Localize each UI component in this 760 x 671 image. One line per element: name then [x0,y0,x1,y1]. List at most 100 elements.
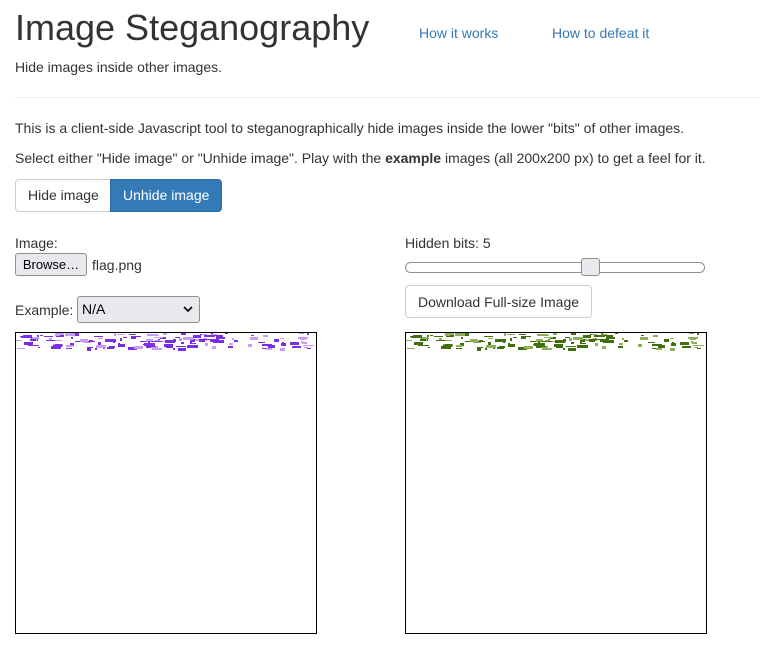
noise-pixel [46,340,55,341]
noise-pixel [513,337,517,338]
noise-pixel [555,340,565,343]
noise-pixel [303,345,314,346]
noise-pixel [66,348,72,349]
noise-pixel [594,335,605,337]
noise-pixel [193,335,201,338]
chevron-down-icon [183,297,193,330]
noise-pixel [536,346,542,348]
intro-text-after: images (all 200x200 px) to get a feel fo… [441,150,706,166]
noise-pixel [428,347,430,348]
noise-pixel [595,343,598,346]
noise-pixel [653,335,658,337]
nav-link-how-to-defeat-it[interactable]: How to defeat it [552,25,650,41]
noise-pixel [450,335,454,337]
noise-pixel [461,337,463,339]
noise-pixel [123,337,127,338]
noise-pixel [87,347,93,348]
noise-pixel [594,339,604,340]
noise-pixel [434,336,443,337]
unhide-image-button[interactable]: Unhide image [110,179,222,212]
noise-pixel [83,342,91,343]
noise-pixel [181,342,184,344]
noise-pixel [697,333,699,335]
noise-pixel [96,345,106,348]
noise-pixel [70,343,74,346]
noise-pixel [55,333,64,336]
noise-pixel [688,337,698,339]
noise-pixel [521,336,526,339]
noise-pixel [538,341,540,344]
noise-pixel [622,338,624,340]
nav-link-how-it-works[interactable]: How it works [419,25,499,41]
noise-pixel [152,348,162,350]
image-label: Image: [15,235,58,251]
noise-pixel [210,339,219,342]
noise-pixel [38,347,40,348]
noise-pixel [95,348,97,350]
noise-pixel [173,348,175,350]
noise-pixel [51,346,61,349]
noise-pixel [689,333,694,334]
noise-pixel [204,335,215,337]
noise-pixel [147,334,158,336]
noise-pixel [234,340,238,342]
noise-pixel [672,342,674,343]
noise-pixel [292,346,301,348]
noise-pixel [20,336,23,337]
noise-pixel [640,337,648,340]
noise-pixel [455,333,465,336]
noise-pixel [577,345,588,348]
hidden-bits-slider-thumb[interactable] [581,258,600,276]
download-full-size-image-button[interactable]: Download Full-size Image [405,285,592,318]
noise-pixel [94,336,103,337]
intro-instructions: Select either "Hide image" or "Unhide im… [15,149,706,167]
noise-pixel [488,338,493,339]
noise-pixel [543,335,549,336]
noise-pixel [583,335,591,338]
noise-pixel [71,337,73,339]
browse-button[interactable]: Browse… [15,253,87,276]
noise-pixel [55,344,62,347]
noise-pixel [503,341,505,343]
noise-pixel [178,348,186,351]
noise-pixel [165,340,175,343]
noise-pixel [268,345,275,348]
noise-pixel [606,337,615,339]
noise-pixel [682,346,691,348]
noise-pixel [44,336,53,337]
noise-pixel [601,333,603,334]
noise-pixel [166,345,173,348]
noise-pixel [504,333,506,336]
noise-pixel [519,334,526,335]
noise-pixel [615,333,618,334]
noise-pixel [569,338,572,341]
noise-pixel [191,339,195,342]
noise-pixel [484,336,493,337]
noise-pixel [266,348,272,350]
noise-pixel [148,341,150,344]
noise-pixel [258,342,265,343]
hide-image-button[interactable]: Hide image [15,179,111,212]
noise-pixel [658,345,665,348]
noise-pixel [282,342,284,343]
noise-pixel [694,347,698,348]
noise-pixel [566,346,576,347]
noise-pixel [120,338,122,341]
noise-pixel [439,338,442,340]
noise-pixel [445,333,454,336]
noise-pixel [571,333,576,335]
hidden-bits-slider[interactable] [405,262,705,273]
noise-pixel [225,333,228,334]
noise-pixel [146,339,153,342]
noise-pixel [477,348,481,351]
noise-pixel [641,335,644,336]
noise-pixel [280,348,285,351]
noise-pixel [187,345,198,348]
noise-pixel [488,342,491,345]
noise-pixel [410,336,413,337]
noise-pixel [153,335,159,336]
output-image-pattern [406,333,704,351]
noise-pixel [542,348,552,350]
noise-pixel [105,339,116,342]
example-select[interactable]: N/A [77,296,200,323]
